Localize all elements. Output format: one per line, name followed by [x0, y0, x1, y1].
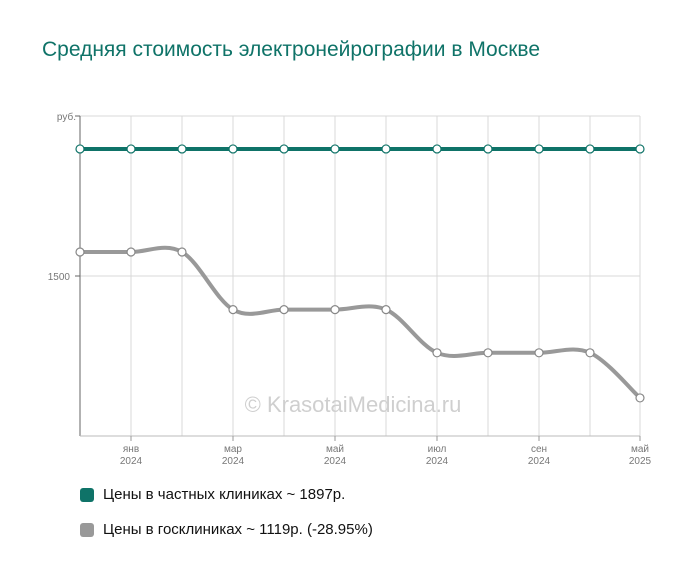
data-point-private	[635, 144, 645, 154]
x-tick-label: янв	[123, 444, 139, 455]
legend-swatch-private	[80, 487, 94, 502]
data-point-private	[483, 144, 493, 154]
x-tick-label-year: 2025	[629, 456, 652, 467]
x-tick-label-year: 2024	[426, 456, 449, 467]
data-point-public	[177, 247, 187, 257]
watermark: © KrasotaiMedicina.ru	[245, 392, 462, 417]
data-point-private	[228, 144, 238, 154]
x-tick-label-year: 2024	[528, 456, 551, 467]
data-point-private	[75, 144, 85, 154]
data-point-private	[585, 144, 595, 154]
data-point-public	[635, 393, 645, 403]
x-tick-label: июл	[428, 444, 447, 455]
x-tick-label-year: 2024	[120, 456, 143, 467]
legend-label-public: Цены в госклиниках ~ 1119р. (-28.95%)	[103, 521, 373, 538]
data-point-public	[330, 305, 340, 315]
x-tick-label-year: 2024	[324, 456, 347, 467]
x-tick-label: май	[631, 444, 649, 455]
data-point-public	[279, 305, 289, 315]
data-point-public	[534, 348, 544, 358]
legend-item-public[interactable]: Цены в госклиниках ~ 1119р. (-28.95%)	[80, 521, 373, 538]
data-point-private	[381, 144, 391, 154]
y-unit-label: руб.	[57, 111, 76, 123]
data-point-public	[585, 348, 595, 358]
y-tick-label: 1500	[48, 272, 71, 283]
data-point-public	[483, 348, 493, 358]
data-point-private	[330, 144, 340, 154]
data-point-public	[432, 348, 442, 358]
data-point-private	[279, 144, 289, 154]
x-tick-label: мар	[224, 444, 242, 455]
data-point-private	[432, 144, 442, 154]
data-point-public	[75, 247, 85, 257]
legend-item-private[interactable]: Цены в частных клиниках ~ 1897р.	[80, 486, 345, 503]
chart-title: Средняя стоимость электронейрографии в М…	[42, 38, 541, 61]
x-tick-label-year: 2024	[222, 456, 245, 467]
data-point-private	[534, 144, 544, 154]
data-point-private	[177, 144, 187, 154]
data-point-private	[126, 144, 136, 154]
legend-label-private: Цены в частных клиниках ~ 1897р.	[103, 486, 346, 503]
x-tick-label: сен	[531, 444, 547, 455]
series-line-public	[78, 245, 642, 400]
data-point-public	[228, 305, 238, 315]
data-point-public	[126, 247, 136, 257]
legend-swatch-public	[80, 522, 94, 537]
x-tick-label: май	[326, 444, 344, 455]
data-point-public	[381, 305, 391, 315]
